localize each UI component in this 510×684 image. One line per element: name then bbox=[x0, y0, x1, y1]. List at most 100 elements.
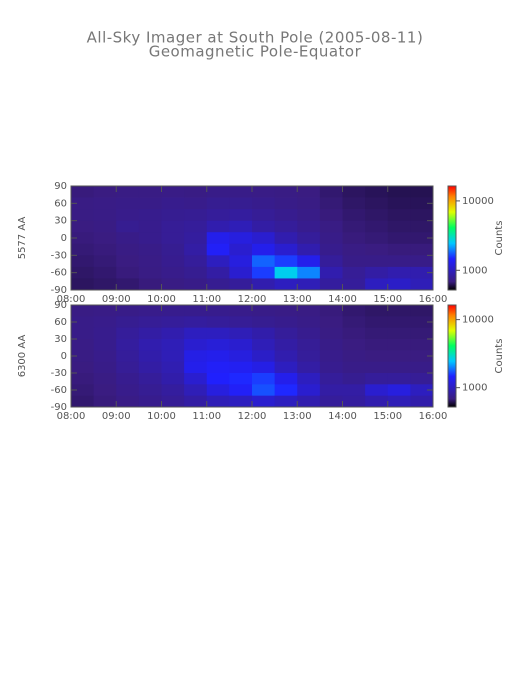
x-tick-label: 08:00 bbox=[57, 411, 86, 422]
heatmap-cell bbox=[161, 186, 185, 198]
heatmap-cell bbox=[93, 339, 117, 351]
y-tick-label: 60 bbox=[54, 317, 67, 328]
heatmap-cell bbox=[206, 243, 230, 256]
heatmap-cell bbox=[410, 395, 434, 408]
heatmap-cell bbox=[319, 232, 343, 245]
heatmap-cell bbox=[71, 361, 95, 374]
heatmap-cell bbox=[116, 278, 140, 291]
heatmap-cell bbox=[365, 220, 389, 233]
heatmap-cell bbox=[319, 395, 343, 408]
y-tick-label: 0 bbox=[61, 233, 67, 244]
heatmap-cell bbox=[387, 209, 411, 222]
heatmap-cell bbox=[387, 327, 411, 340]
heatmap-cell bbox=[342, 197, 366, 210]
heatmap-cell bbox=[365, 197, 389, 210]
heatmap-cell bbox=[93, 186, 117, 198]
heatmap-cell bbox=[252, 186, 276, 198]
y-tick-label: -90 bbox=[51, 285, 67, 296]
heatmap-cell bbox=[387, 278, 411, 291]
heatmap-cell bbox=[138, 209, 162, 222]
heatmap-cell bbox=[410, 361, 434, 374]
heatmap-cell bbox=[342, 373, 366, 385]
heatmap-cell bbox=[319, 305, 343, 317]
heatmap-cell bbox=[297, 266, 321, 279]
heatmap-cell bbox=[116, 266, 140, 279]
y-axis-label: 5577 AA bbox=[17, 217, 28, 260]
heatmap-cell bbox=[387, 266, 411, 279]
heatmap-cell bbox=[71, 220, 95, 233]
heatmap-cell bbox=[229, 384, 253, 397]
heatmap-cell bbox=[342, 339, 366, 351]
y-tick-label: 30 bbox=[54, 334, 67, 345]
y-tick-label: 90 bbox=[54, 181, 67, 192]
x-tick-label: 12:00 bbox=[238, 294, 267, 305]
heatmap-cell bbox=[252, 266, 276, 279]
x-tick-label: 13:00 bbox=[283, 411, 312, 422]
heatmap-cell bbox=[229, 266, 253, 279]
heatmap-cell bbox=[206, 197, 230, 210]
heatmap-cell bbox=[116, 305, 140, 317]
heatmap-cell bbox=[252, 278, 276, 291]
heatmap-cell bbox=[184, 339, 208, 351]
heatmap-cell bbox=[184, 361, 208, 374]
heatmap-cell bbox=[387, 197, 411, 210]
heatmap-cell bbox=[387, 384, 411, 397]
heatmap-cell bbox=[297, 361, 321, 374]
heatmap-cell bbox=[410, 186, 434, 198]
heatmap-cell bbox=[319, 197, 343, 210]
heatmap-cell bbox=[365, 305, 389, 317]
heatmap-cell bbox=[229, 327, 253, 340]
heatmap-cell bbox=[116, 197, 140, 210]
heatmap-cell bbox=[161, 243, 185, 256]
heatmap-cell bbox=[252, 220, 276, 233]
heatmap-cell bbox=[365, 384, 389, 397]
heatmap-cell bbox=[71, 305, 95, 317]
heatmap-cell bbox=[410, 327, 434, 340]
heatmap-cell bbox=[184, 305, 208, 317]
heatmap-cell bbox=[297, 232, 321, 245]
heatmap-cell bbox=[71, 186, 95, 198]
heatmap-cell bbox=[161, 220, 185, 233]
heatmap-cell bbox=[138, 316, 162, 329]
heatmap-cell bbox=[138, 186, 162, 198]
heatmap-cell bbox=[206, 373, 230, 385]
heatmap-cell bbox=[342, 209, 366, 222]
heatmap-cell bbox=[229, 255, 253, 268]
heatmap-cell bbox=[252, 350, 276, 363]
heatmap-cell bbox=[365, 255, 389, 268]
heatmap-cell bbox=[71, 209, 95, 222]
y-tick-label: -60 bbox=[51, 385, 67, 396]
heatmap-cell bbox=[206, 305, 230, 317]
colorbar-label: Counts bbox=[494, 221, 505, 256]
heatmap-cell bbox=[319, 278, 343, 291]
heatmap-cell bbox=[297, 373, 321, 385]
heatmap-cell bbox=[184, 209, 208, 222]
heatmap-cell bbox=[387, 339, 411, 351]
colorbar-label: Counts bbox=[494, 339, 505, 374]
heatmap-cell bbox=[184, 278, 208, 291]
heatmap-cell bbox=[93, 316, 117, 329]
heatmap-cell bbox=[319, 373, 343, 385]
heatmap-cell bbox=[410, 305, 434, 317]
heatmap-cell bbox=[387, 395, 411, 408]
heatmap-cell bbox=[319, 384, 343, 397]
heatmap-cell bbox=[319, 350, 343, 363]
heatmap-cell bbox=[410, 384, 434, 397]
heatmap-cell bbox=[297, 220, 321, 233]
heatmap-cell bbox=[184, 266, 208, 279]
colorbar-tick-label: 1000 bbox=[462, 383, 487, 394]
heatmap-cell bbox=[161, 209, 185, 222]
heatmap-cell bbox=[365, 316, 389, 329]
heatmap-cell bbox=[229, 220, 253, 233]
x-tick-label: 16:00 bbox=[419, 294, 448, 305]
x-tick-label: 15:00 bbox=[373, 411, 402, 422]
heatmap-cell bbox=[365, 186, 389, 198]
heatmap-cell bbox=[387, 316, 411, 329]
heatmap-cell bbox=[116, 232, 140, 245]
x-tick-label: 15:00 bbox=[373, 294, 402, 305]
x-tick-label: 10:00 bbox=[147, 294, 176, 305]
heatmap-cell bbox=[342, 266, 366, 279]
heatmap-cell bbox=[184, 220, 208, 233]
heatmap-cell bbox=[274, 278, 298, 291]
heatmap-cell bbox=[161, 339, 185, 351]
